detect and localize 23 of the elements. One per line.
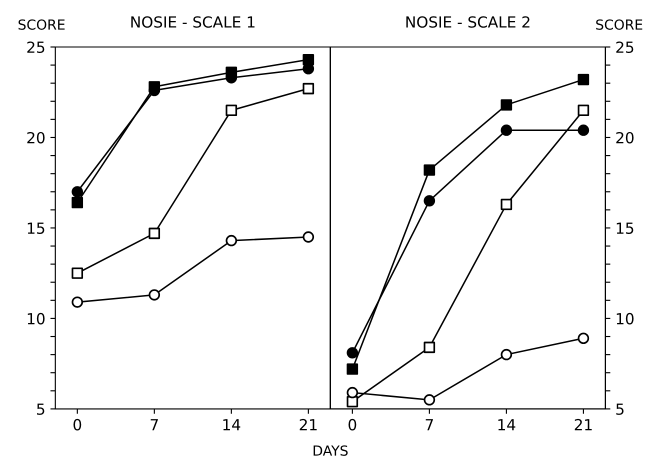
y2-tick-label: 20 (616, 132, 634, 144)
y-tick-label: 10 (28, 312, 45, 324)
y-tick-label: 5 (37, 404, 44, 415)
y2-tick-label: 25 (616, 41, 634, 54)
chart-title: NOSIE - SCALE 2 (406, 16, 530, 28)
y2-axis-title: SCORE (596, 19, 642, 30)
x-tick-label: 14 (223, 419, 240, 430)
x-axis-title: DAYS (314, 445, 348, 456)
x-tick-label: 0 (348, 418, 356, 430)
x-tick-label: 14 (498, 419, 516, 430)
y-tick-label: 15 (28, 222, 44, 234)
x-tick-label: 7 (150, 419, 158, 430)
x-tick-label: 21 (574, 418, 592, 430)
y2-tick-label: 15 (616, 222, 634, 234)
y-tick-label: 20 (27, 132, 45, 144)
x-tick-label: 0 (73, 418, 82, 430)
y2-tick-label: 10 (616, 312, 634, 324)
x-tick-label: 7 (426, 419, 433, 430)
y-tick-label: 25 (27, 41, 44, 54)
chart-title: NOSIE - SCALE 1 (131, 16, 254, 28)
x-tick-label: 21 (300, 418, 317, 430)
y2-tick-label: 5 (616, 404, 624, 415)
y-axis-title: SCORE (18, 19, 65, 30)
